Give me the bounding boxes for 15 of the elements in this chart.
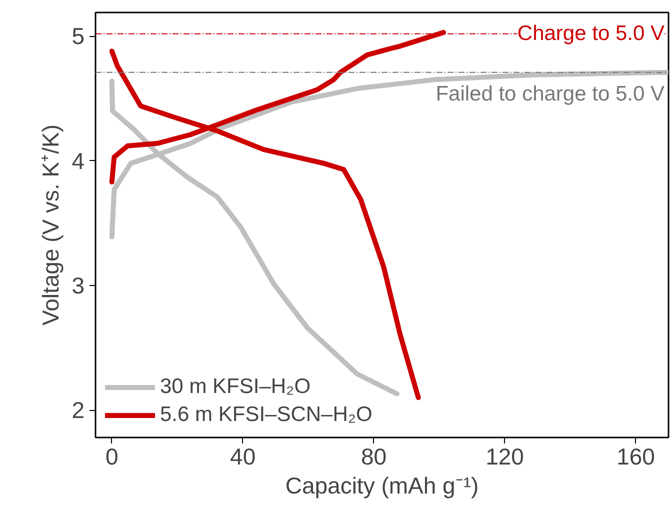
x-axis-title: Capacity (mAh g⁻¹): [285, 472, 479, 498]
y-tick-label: 3: [72, 272, 85, 298]
x-tick-label: 120: [486, 444, 524, 470]
ref-line-label: Failed to charge to 5.0 V: [436, 82, 665, 106]
legend-label: 5.6 m KFSI–SCN–H₂O: [160, 403, 372, 427]
legend-label: 30 m KFSI–H₂O: [160, 375, 311, 399]
y-tick-label: 5: [72, 23, 85, 50]
x-tick-label: 80: [361, 444, 387, 470]
y-axis-title: Voltage (V vs. K⁺/K): [38, 124, 64, 326]
y-tick-label: 2: [72, 397, 85, 424]
ref-line-label: Charge to 5.0 V: [517, 22, 664, 46]
x-tick-label: 40: [230, 444, 256, 470]
x-tick-label: 160: [616, 444, 655, 470]
y-tick-label: 4: [72, 148, 85, 174]
x-tick-label: 0: [105, 444, 118, 470]
